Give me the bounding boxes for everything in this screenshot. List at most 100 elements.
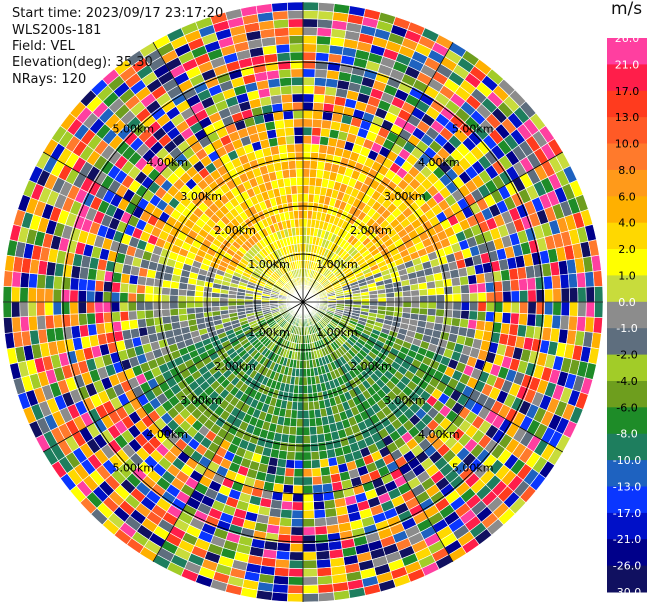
velocity-gate	[577, 301, 587, 318]
velocity-gate	[302, 151, 312, 161]
colorbar-tick-label: -21.0	[613, 533, 641, 546]
velocity-gate	[271, 2, 289, 13]
velocity-gate	[128, 319, 139, 330]
velocity-gate	[302, 509, 315, 520]
velocity-gate	[19, 286, 29, 303]
velocity-gate	[584, 316, 595, 333]
velocity-gate	[77, 301, 87, 315]
velocity-gate	[302, 351, 307, 361]
velocity-gate	[551, 314, 562, 330]
velocity-gate	[302, 542, 317, 553]
colorbar-tick-label: -8.0	[616, 428, 637, 441]
velocity-gate	[309, 434, 319, 444]
velocity-gate	[385, 296, 396, 303]
velocity-gate	[302, 209, 309, 220]
velocity-gate	[119, 301, 129, 312]
colorbar-tick-label: -30.0	[613, 586, 641, 599]
velocity-gate	[323, 499, 336, 510]
start-time-label: Start time: 2023/09/17 23:17:20	[12, 6, 224, 21]
velocity-gate	[298, 218, 304, 228]
velocity-gate	[510, 301, 521, 314]
velocity-gate	[294, 443, 304, 453]
velocity-gate	[450, 276, 461, 287]
velocity-gate	[435, 294, 446, 303]
velocity-gate	[136, 284, 146, 295]
velocity-gate	[127, 301, 137, 312]
velocity-gate	[317, 575, 333, 586]
velocity-gate	[444, 301, 454, 311]
velocity-gate	[302, 168, 311, 178]
velocity-gate	[279, 517, 293, 528]
range-label: 5.00km	[113, 462, 155, 475]
velocity-gate	[311, 475, 323, 486]
velocity-gate	[294, 226, 300, 237]
velocity-gate	[302, 43, 317, 53]
nrays-label: NRays: 120	[12, 72, 87, 87]
velocity-gate	[320, 474, 333, 485]
colorbar-unit: m/s	[611, 0, 643, 19]
velocity-gate	[299, 234, 304, 245]
velocity-gate	[283, 475, 295, 486]
velocity-gate	[276, 541, 291, 553]
velocity-gate	[543, 288, 554, 303]
velocity-gate	[385, 301, 396, 308]
velocity-gate	[314, 416, 323, 427]
velocity-gate	[292, 493, 304, 503]
velocity-gate	[309, 425, 318, 436]
velocity-gate	[502, 290, 512, 303]
velocity-gate	[542, 275, 554, 290]
velocity-gate	[314, 68, 328, 79]
velocity-gate	[273, 119, 286, 130]
velocity-gate	[287, 584, 304, 595]
velocity-gate	[302, 501, 315, 511]
velocity-gate	[317, 2, 335, 13]
colorbar-tick-label: 2.0	[618, 243, 636, 256]
velocity-gate	[144, 293, 154, 303]
velocity-gate	[302, 584, 319, 595]
velocity-gate	[136, 275, 147, 286]
velocity-gate	[298, 226, 304, 236]
velocity-gate	[302, 93, 315, 103]
range-label: 3.00km	[180, 394, 222, 407]
velocity-gate	[459, 318, 470, 329]
velocity-gate	[468, 283, 479, 294]
velocity-gate	[152, 301, 162, 311]
velocity-gate	[576, 272, 587, 288]
velocity-gate	[291, 193, 299, 203]
velocity-gate	[289, 51, 304, 62]
velocity-gate	[244, 301, 254, 306]
velocity-gate	[510, 290, 521, 303]
velocity-gate	[4, 332, 16, 350]
velocity-gate	[294, 143, 304, 153]
velocity-gate	[316, 27, 333, 38]
velocity-gate	[426, 280, 436, 290]
velocity-gate	[419, 301, 429, 309]
velocity-gate	[278, 525, 292, 536]
velocity-gate	[315, 425, 325, 435]
velocity-gate	[299, 243, 304, 253]
velocity-gate	[314, 525, 328, 536]
velocity-gate	[102, 301, 112, 313]
velocity-gate	[468, 310, 479, 321]
velocity-gate	[302, 409, 310, 420]
velocity-gate	[44, 314, 55, 330]
velocity-gate	[273, 18, 289, 29]
velocity-gate	[120, 272, 131, 285]
colorbar-tick-label: -1.0	[616, 322, 637, 335]
velocity-gate	[476, 282, 487, 294]
velocity-gate	[294, 451, 304, 461]
velocity-gate	[402, 295, 412, 303]
velocity-gate	[211, 306, 221, 312]
velocity-gate	[302, 418, 310, 428]
velocity-gate	[302, 468, 313, 478]
velocity-gate	[281, 169, 291, 179]
velocity-gate	[451, 285, 462, 295]
velocity-gate	[144, 285, 155, 295]
velocity-gate	[434, 279, 445, 289]
velocity-gate	[280, 508, 293, 519]
velocity-gate	[485, 291, 496, 303]
velocity-gate	[275, 466, 286, 477]
velocity-gate	[272, 111, 285, 122]
velocity-gate	[501, 279, 512, 292]
velocity-gate	[526, 313, 537, 327]
